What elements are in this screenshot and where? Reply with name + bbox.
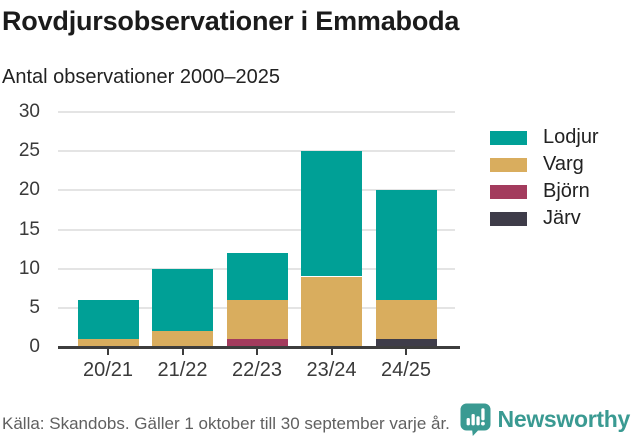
legend-swatch	[490, 211, 527, 226]
x-tick-label: 22/23	[231, 359, 283, 381]
x-tick-mark	[330, 348, 333, 355]
gridline	[58, 228, 455, 231]
gridline	[58, 189, 455, 192]
legend-item: Lodjur	[490, 124, 599, 151]
legend-swatch	[490, 130, 527, 145]
bar-segment	[226, 253, 288, 300]
x-tick-label: 21/22	[157, 359, 208, 381]
y-tick-label: 15	[18, 218, 40, 240]
legend-label: Varg	[543, 153, 584, 175]
legend-label: Björn	[543, 180, 590, 202]
bar-segment	[77, 300, 139, 340]
y-tick-label: 5	[29, 296, 40, 318]
newsworthy-icon	[460, 403, 491, 436]
source-note: Källa: Skandobs. Gäller 1 oktober till 3…	[2, 414, 450, 433]
legend-label: Lodjur	[543, 126, 599, 148]
y-tick-label: 30	[18, 101, 40, 122]
newsworthy-wordmark: Newsworthy	[497, 406, 631, 432]
bar-segment	[375, 190, 437, 300]
y-tick-label: 10	[18, 257, 40, 279]
bar-segment	[301, 276, 362, 347]
bar-segment	[375, 300, 437, 340]
gridline	[58, 150, 455, 153]
legend-item: Björn	[490, 178, 599, 205]
x-tick-label: 23/24	[306, 359, 357, 381]
bar-segment	[77, 339, 139, 347]
bar-segment	[375, 339, 437, 347]
bar-segment	[226, 339, 288, 347]
x-tick-mark	[256, 348, 258, 355]
bar-segment	[152, 331, 213, 347]
y-tick-label: 0	[29, 336, 40, 357]
bar-segment	[301, 151, 362, 277]
legend-swatch	[490, 184, 527, 199]
x-tick-label: 20/21	[82, 359, 134, 381]
x-tick-mark	[405, 348, 407, 355]
page-title: Rovdjursobservationer i Emmaboda	[2, 6, 460, 36]
x-tick-mark	[181, 348, 184, 355]
x-tick-label: 24/25	[380, 359, 432, 381]
x-axis-line	[58, 345, 460, 349]
newsworthy-logo[interactable]: Newsworthy	[460, 403, 630, 436]
gridline	[58, 111, 455, 113]
bar-segment	[152, 268, 213, 332]
legend-label: Järv	[543, 207, 581, 229]
legend-item: Varg	[490, 151, 599, 178]
y-tick-label: 20	[18, 179, 40, 201]
bar-segment	[226, 300, 288, 340]
legend-item: Järv	[490, 205, 599, 232]
y-tick-label: 25	[18, 140, 40, 162]
x-tick-mark	[107, 348, 109, 355]
legend: Lodjur Varg Björn Järv	[490, 124, 599, 232]
legend-swatch	[490, 157, 527, 172]
chart-subtitle: Antal observationer 2000–2025	[2, 66, 280, 88]
